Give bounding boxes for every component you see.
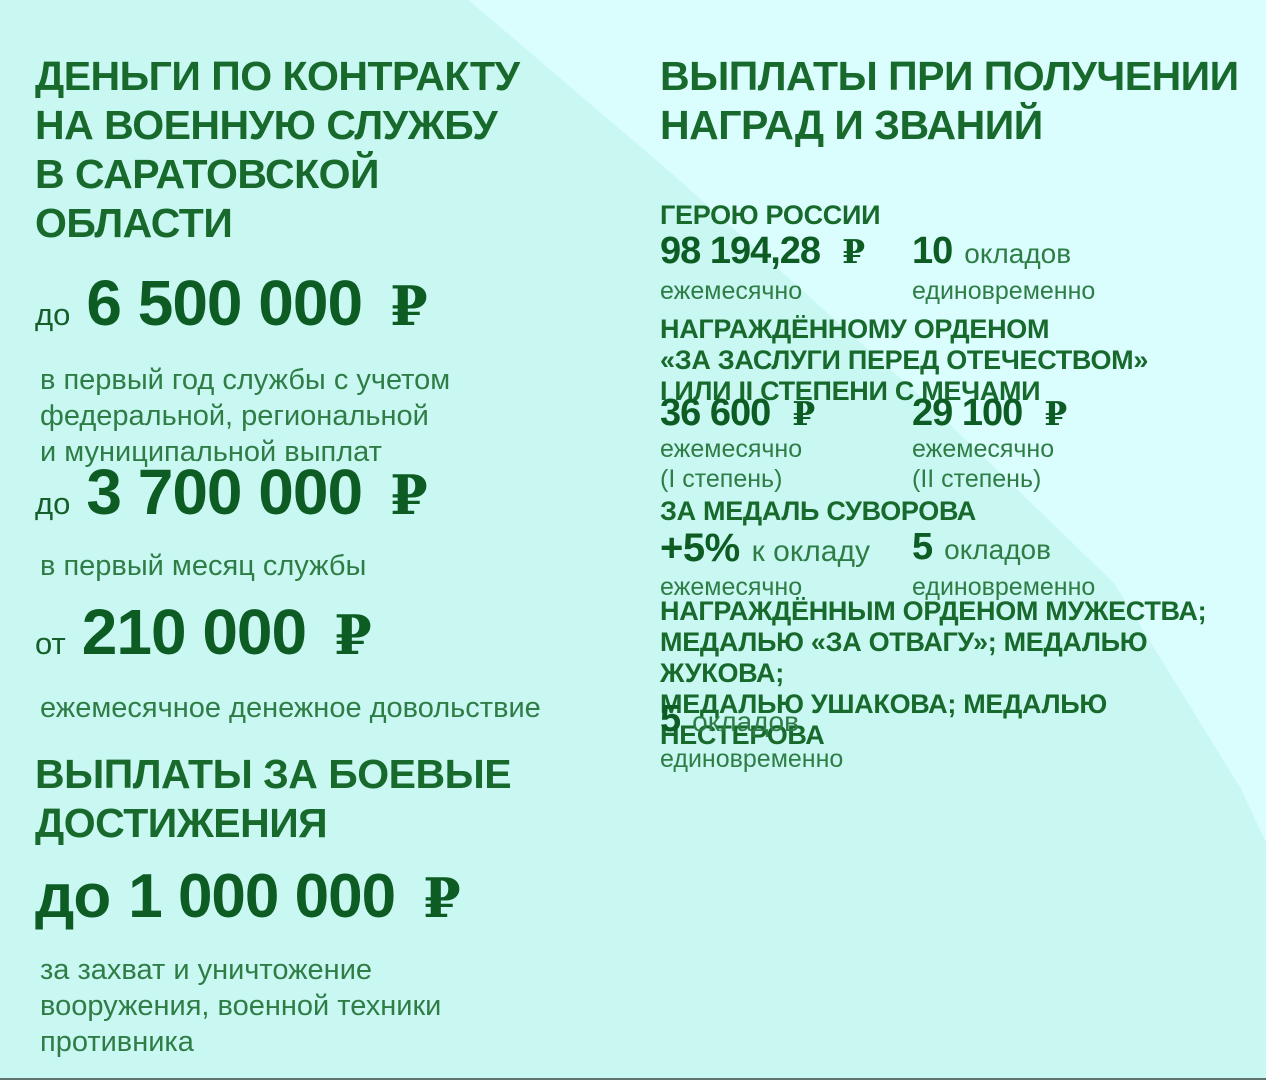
left-main-title-line: ДЕНЬГИ ПО КОНТРАКТУ (35, 53, 520, 99)
bottom-border-line (0, 1078, 1266, 1080)
other-awards-heading-line: НАГРАЖДЁННЫМ ОРДЕНОМ МУЖЕСТВА; (660, 596, 1207, 626)
other-awards-lump-label: единовременно (660, 745, 844, 773)
ruble-sign: ₽ (423, 866, 461, 930)
order-merit-heading-line: НАГРАЖДЁННОМУ ОРДЕНОМ (660, 314, 1050, 344)
amount-value: 10 (912, 230, 953, 272)
amount-value: 5 (660, 698, 681, 740)
hero-monthly-amount: 98 194,28 ₽ (660, 232, 865, 270)
amount-value: 1 000 000 (128, 862, 396, 931)
label-line: ежемесячно (660, 435, 803, 463)
label-line: (II степень) (912, 465, 1042, 493)
order-merit-labels-2: ежемесячно (II степень) (912, 434, 1054, 494)
right-main-title-line: НАГРАД И ЗВАНИЙ (660, 102, 1043, 148)
ruble-sign: ₽ (842, 232, 866, 271)
amount-value: 29 100 (912, 392, 1023, 434)
amount-prefix: до (35, 862, 111, 931)
payment-first-month-desc: в первый месяц службы (40, 548, 366, 584)
right-main-title-line: ВЫПЛАТЫ ПРИ ПОЛУЧЕНИИ (660, 53, 1239, 99)
order-merit-heading-line: I ИЛИ II СТЕПЕНИ С МЕЧАМИ (660, 376, 1041, 406)
left-main-title-line: В САРАТОВСКОЙ (35, 151, 379, 197)
suvorov-bonus: +5% к окладу (660, 528, 870, 568)
bonus-value: +5% (660, 526, 740, 570)
combat-payments-title: ВЫПЛАТЫ ЗА БОЕВЫЕ ДОСТИЖЕНИЯ (35, 750, 512, 848)
desc-line: и муниципальной выплат (40, 436, 382, 468)
payment-first-month-amount: до 3 700 000 ₽ (35, 460, 428, 524)
label-line: (I степень) (660, 465, 783, 493)
other-awards-heading-line: МЕДАЛЬЮ УШАКОВА; МЕДАЛЬЮ НЕСТЕРОВА (660, 689, 1107, 750)
combat-payments-title-line: ВЫПЛАТЫ ЗА БОЕВЫЕ (35, 751, 512, 797)
amount-value: 3 700 000 (86, 456, 363, 528)
ruble-sign: ₽ (334, 603, 372, 667)
right-main-title: ВЫПЛАТЫ ПРИ ПОЛУЧЕНИИ НАГРАД И ЗВАНИЙ (660, 52, 1239, 150)
bonus-unit: к окладу (751, 535, 870, 568)
ruble-sign: ₽ (1044, 394, 1068, 433)
desc-line: ежемесячное денежное довольствие (40, 692, 541, 724)
suvorov-heading: ЗА МЕДАЛЬ СУВОРОВА (660, 496, 977, 526)
suvorov-lump-label: единовременно (912, 573, 1096, 601)
desc-line: за захват и уничтожение (40, 954, 373, 986)
amount-value: 6 500 000 (86, 267, 363, 339)
amount-unit: окладов (944, 534, 1051, 565)
suvorov-lump-amount: 5 окладов (912, 528, 1051, 566)
amount-unit: окладов (964, 238, 1072, 269)
ruble-sign: ₽ (390, 463, 428, 527)
ruble-sign: ₽ (390, 274, 428, 338)
payment-first-year-amount: до 6 500 000 ₽ (35, 271, 428, 335)
hero-monthly-label: ежемесячно (660, 277, 803, 305)
order-merit-labels-1: ежемесячно (I степень) (660, 434, 802, 494)
desc-line: противника (40, 1026, 194, 1058)
left-main-title: ДЕНЬГИ ПО КОНТРАКТУ НА ВОЕННУЮ СЛУЖБУ В … (35, 52, 520, 248)
left-main-title-line: НА ВОЕННУЮ СЛУЖБУ (35, 102, 498, 148)
desc-line: вооружения, военной техники (40, 990, 442, 1022)
order-merit-amount-1: 36 600 ₽ (660, 394, 815, 432)
hero-lump-label: единовременно (912, 277, 1096, 305)
amount-value: 98 194,28 (660, 230, 821, 272)
hero-lump-amount: 10 окладов (912, 232, 1071, 270)
amount-prefix: от (35, 626, 66, 661)
desc-line: в первый месяц службы (40, 550, 367, 582)
desc-line: в первый год службы с учетом (40, 364, 451, 396)
order-merit-heading-line: «ЗА ЗАСЛУГИ ПЕРЕД ОТЕЧЕСТВОМ» (660, 345, 1149, 375)
other-awards-heading: НАГРАЖДЁННЫМ ОРДЕНОМ МУЖЕСТВА; МЕДАЛЬЮ «… (660, 596, 1266, 751)
payment-first-year-desc: в первый год службы с учетом федеральной… (40, 362, 450, 470)
amount-value: 5 (912, 526, 933, 568)
combat-payment-amount: до 1 000 000 ₽ (35, 866, 461, 928)
other-awards-heading-line: МЕДАЛЬЮ «ЗА ОТВАГУ»; МЕДАЛЬЮ ЖУКОВА; (660, 627, 1148, 688)
payment-monthly-desc: ежемесячное денежное довольствие (40, 690, 541, 726)
order-merit-heading: НАГРАЖДЁННОМУ ОРДЕНОМ «ЗА ЗАСЛУГИ ПЕРЕД … (660, 314, 1148, 407)
desc-line: федеральной, региональной (40, 400, 429, 432)
suvorov-bonus-label: ежемесячно (660, 573, 803, 601)
combat-payment-desc: за захват и уничтожение вооружения, воен… (40, 952, 441, 1060)
payment-monthly-amount: от 210 000 ₽ (35, 600, 372, 664)
order-merit-amount-2: 29 100 ₽ (912, 394, 1067, 432)
combat-payments-title-line: ДОСТИЖЕНИЯ (35, 800, 328, 846)
amount-unit: окладов (692, 706, 799, 737)
amount-prefix: до (35, 297, 71, 332)
label-line: ежемесячно (912, 435, 1055, 463)
other-awards-lump-amount: 5 окладов (660, 700, 799, 738)
amount-value: 210 000 (81, 596, 307, 668)
ruble-sign: ₽ (792, 394, 816, 433)
left-main-title-line: ОБЛАСТИ (35, 200, 233, 246)
amount-value: 36 600 (660, 392, 771, 434)
amount-prefix: до (35, 486, 71, 521)
hero-russia-heading: ГЕРОЮ РОССИИ (660, 200, 881, 230)
